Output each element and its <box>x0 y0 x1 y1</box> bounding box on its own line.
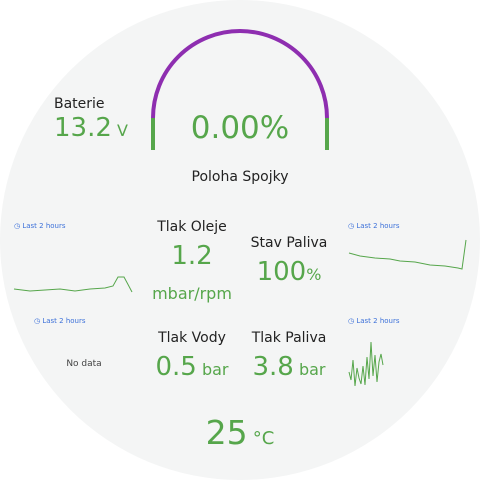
value: 100% <box>257 257 322 287</box>
no-data: No data <box>66 359 102 369</box>
value: 0.5 bar <box>156 352 229 382</box>
value-number: 0.00 <box>190 110 260 146</box>
unit: V <box>116 121 128 140</box>
gauge-value: 0.00% <box>191 110 290 146</box>
time-range-text: Last 2 hours <box>356 222 400 230</box>
sparkline <box>348 341 384 387</box>
value-number: 100 <box>256 257 307 287</box>
unit: % <box>306 265 322 284</box>
value-number: 1.2 <box>171 241 213 271</box>
unit: mbar/rpm <box>152 284 232 303</box>
time-range-text: Last 2 hours <box>42 317 86 325</box>
sparkline <box>348 239 467 270</box>
value-number: 3.8 <box>252 352 294 382</box>
time-range: ◷ Last 2 hours <box>348 222 400 230</box>
value-number: 13.2 <box>54 113 112 143</box>
time-range-text: Last 2 hours <box>22 222 66 230</box>
label: Baterie <box>54 96 105 112</box>
value-number: 0.5 <box>155 352 197 382</box>
label: Tlak Vody <box>158 330 226 346</box>
sparkline <box>13 276 133 293</box>
unit: % <box>259 110 290 146</box>
gauge-arc-purple <box>151 29 329 119</box>
time-range: ◷ Last 2 hours <box>14 222 66 230</box>
value: 25 °C <box>206 413 275 452</box>
label: Stav Paliva <box>250 235 328 251</box>
label: Tlak Paliva <box>251 330 327 346</box>
time-range: ◷ Last 2 hours <box>348 317 400 325</box>
value: 13.2 V <box>54 113 128 143</box>
label: Tlak Oleje <box>157 219 227 235</box>
value: 3.8 bar <box>253 352 326 382</box>
time-range-text: Last 2 hours <box>356 317 400 325</box>
unit: °C <box>252 428 275 449</box>
unit: bar <box>298 360 326 379</box>
value-number: 25 <box>205 413 248 452</box>
time-range: ◷ Last 2 hours <box>34 317 86 325</box>
label: Poloha Spojky <box>191 169 289 185</box>
unit: bar <box>201 360 229 379</box>
